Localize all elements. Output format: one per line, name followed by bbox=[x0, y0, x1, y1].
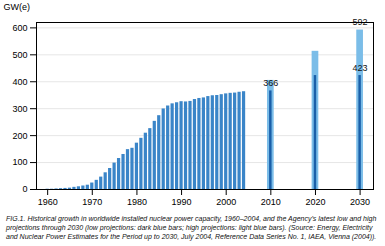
svg-text:400: 400 bbox=[12, 77, 27, 87]
svg-text:2000: 2000 bbox=[216, 197, 236, 207]
svg-text:100: 100 bbox=[12, 157, 27, 167]
svg-text:1980: 1980 bbox=[127, 197, 147, 207]
svg-text:1960: 1960 bbox=[38, 197, 58, 207]
svg-text:423: 423 bbox=[353, 63, 368, 73]
svg-text:500: 500 bbox=[12, 50, 27, 60]
svg-text:300: 300 bbox=[12, 104, 27, 114]
svg-text:1990: 1990 bbox=[172, 197, 192, 207]
svg-text:366: 366 bbox=[263, 78, 278, 88]
svg-text:200: 200 bbox=[12, 131, 27, 141]
svg-text:600: 600 bbox=[12, 23, 27, 33]
html-text:FIG.1. Historical growth in wo: FIG.1. Historical growth in worldwide in… bbox=[6, 215, 377, 240]
svg-text:2030: 2030 bbox=[350, 197, 370, 207]
svg-text:1970: 1970 bbox=[82, 197, 102, 207]
svg-text:0: 0 bbox=[22, 184, 27, 194]
svg-text:2020: 2020 bbox=[305, 197, 325, 207]
svg-text:592: 592 bbox=[352, 17, 368, 27]
svg-text:2010: 2010 bbox=[261, 197, 281, 207]
svg-text:GW(e): GW(e) bbox=[4, 2, 31, 12]
